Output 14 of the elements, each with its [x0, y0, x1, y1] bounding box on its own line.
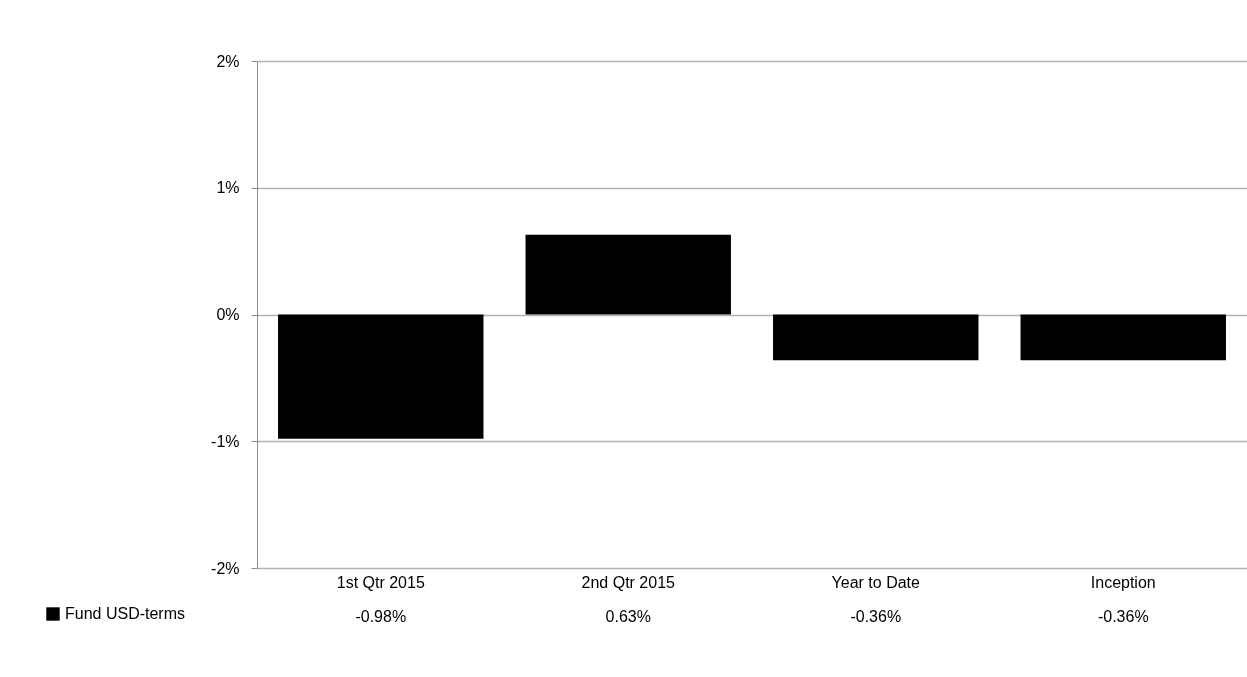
data-label: -0.36% [850, 608, 902, 625]
data-label: -0.36% [1097, 608, 1149, 625]
y-tick-label: 2% [216, 52, 240, 70]
y-tick-label: -2% [211, 559, 240, 577]
x-tick-label: Year to Date [831, 573, 921, 591]
y-tick-label: 1% [216, 179, 240, 197]
data-label: 0.63% [605, 608, 651, 625]
y-tick-label: 0% [216, 306, 240, 323]
data-label: -0.98% [355, 608, 407, 625]
x-tick-label: Inception [1090, 573, 1156, 591]
legend-label: Fund USD-terms [65, 605, 186, 622]
x-tick-label: 1st Qtr 2015 [336, 573, 425, 591]
x-tick-label: 2nd Qtr 2015 [581, 573, 676, 591]
y-tick-label: -1% [211, 432, 240, 450]
